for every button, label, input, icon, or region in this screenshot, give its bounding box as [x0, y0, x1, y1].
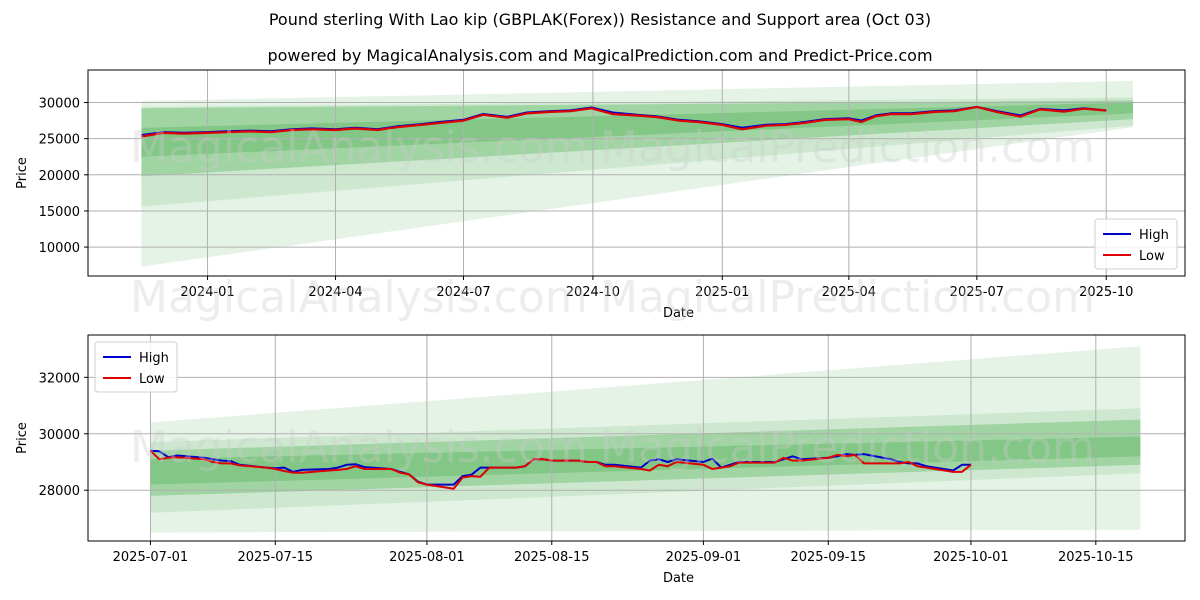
x-tick-label: 2025-08-01 — [389, 550, 465, 565]
axes-frame — [87, 334, 1186, 542]
x-tick-label: 2025-10-15 — [1058, 550, 1134, 565]
series-low — [149, 449, 972, 490]
watermark: MagicalPrediction.com — [600, 272, 1095, 323]
y-tick-label: 30000 — [39, 428, 80, 443]
y-tick-label: 28000 — [39, 484, 80, 499]
y-tick-label: 15000 — [39, 205, 80, 220]
series-low — [141, 105, 1107, 138]
watermark: MagicalPrediction.com — [600, 122, 1095, 173]
y-tick-label: 30000 — [39, 97, 80, 112]
chart-2: 2025-07-01 2025-07-15 2025-08-01 2025-08-15… — [15, 334, 1186, 586]
chart-subtitle: powered by MagicalAnalysis.com and Magic… — [267, 46, 933, 65]
x-tick-label: 2025-01 — [695, 285, 749, 300]
legend-label-low: Low — [139, 372, 165, 387]
x-tick-label: 2025-07-01 — [113, 550, 189, 565]
x-tick-label: 2024-01 — [180, 285, 234, 300]
legend-box — [94, 341, 178, 393]
x-tick-label: 2024-07 — [436, 285, 490, 300]
x-tick-label: 2024-04 — [308, 285, 362, 300]
chart-1: 2024-01 2024-04 2024-07 2024-10 2025-01 2025-… — [15, 69, 1186, 321]
band-mid — [150, 408, 1141, 513]
watermark: MagicalAnalysis.com — [130, 422, 588, 473]
x-tick-label: 2025-04 — [822, 285, 876, 300]
y-axis-label: Price — [15, 422, 30, 454]
legend-box — [1094, 218, 1178, 270]
plot-area — [88, 335, 1185, 541]
x-tick-label: 2025-10 — [1079, 285, 1133, 300]
x-tick-label: 2025-09-15 — [790, 550, 866, 565]
x-tick-label: 2025-07-15 — [238, 550, 314, 565]
axes-frame — [87, 69, 1186, 277]
x-tick-label: 2025-07 — [950, 285, 1004, 300]
x-axis-label: Date — [663, 306, 694, 321]
y-tick-label: 32000 — [39, 371, 80, 386]
y-tick-label: 25000 — [39, 133, 80, 148]
legend-label-high: High — [139, 351, 169, 366]
legend-label-low: Low — [1139, 249, 1165, 264]
band-core — [150, 419, 1141, 496]
x-tick-label: 2025-09-01 — [666, 550, 742, 565]
band-mid — [141, 97, 1133, 207]
y-tick-label: 10000 — [39, 241, 80, 256]
legend: High Low — [94, 341, 178, 393]
watermark: MagicalAnalysis.com — [130, 272, 588, 323]
x-axis-label: Date — [663, 571, 694, 586]
watermark: MagicalPrediction.com — [600, 422, 1095, 473]
legend: High Low — [1094, 218, 1178, 270]
x-tick-label: 2025-08-15 — [514, 550, 590, 565]
plot-area — [88, 70, 1185, 276]
watermark: MagicalAnalysis.com — [130, 122, 588, 173]
legend-label-high: High — [1139, 228, 1169, 243]
y-axis-label: Price — [15, 157, 30, 189]
y-tick-label: 20000 — [39, 169, 80, 184]
x-tick-label: 2025-10-01 — [933, 550, 1009, 565]
x-tick-label: 2024-10 — [566, 285, 620, 300]
band-inner — [141, 102, 1133, 157]
band-outer — [150, 346, 1141, 533]
chart-title: Pound sterling With Lao kip (GBPLAK(Fore… — [268, 10, 932, 29]
